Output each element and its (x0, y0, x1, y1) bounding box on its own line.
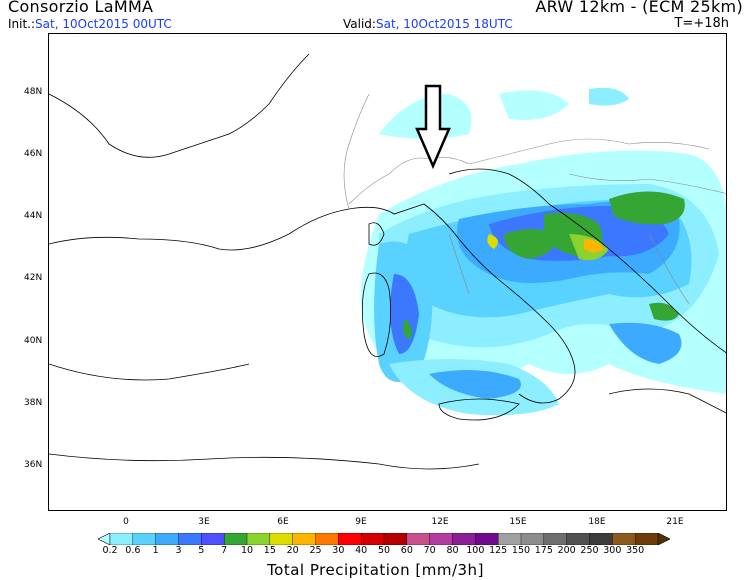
map-canvas (49, 53, 726, 470)
colorbar-swatch (520, 533, 545, 545)
lon-label: 18E (588, 517, 606, 527)
colorbar-title: Total Precipitation [mm/3h] (267, 561, 484, 579)
colorbar-swatch (497, 533, 522, 545)
colorbar-tick-label: 125 (489, 545, 508, 556)
colorbar-tick-label: 25 (309, 545, 322, 556)
colorbar-tick-label: 300 (603, 545, 622, 556)
colorbar-tick-label: 150 (511, 545, 531, 556)
colorbar-swatch (246, 533, 271, 545)
colorbar-tick-label: 5 (198, 545, 205, 556)
colorbar-swatch (634, 533, 659, 545)
colorbar-tick-label: 70 (423, 545, 436, 556)
colorbar-tick-label: 250 (580, 545, 599, 556)
colorbar-swatch (383, 533, 408, 545)
lat-label: 38N (24, 398, 43, 408)
lon-label: 9E (355, 517, 367, 527)
colorbar-swatch (223, 533, 248, 545)
lon-label: 15E (509, 517, 527, 527)
colorbar-swatch (155, 533, 180, 545)
colorbar-tick-label: 0.2 (102, 545, 118, 556)
lon-label: 12E (431, 517, 449, 527)
colorbar-swatch (612, 533, 636, 545)
colorbar-tick-label: 100 (466, 545, 485, 556)
colorbar-swatch (178, 533, 202, 545)
precipitation-map (48, 33, 727, 511)
colorbar-tick-label: 3 (175, 545, 182, 556)
colorbar-swatch (269, 533, 294, 545)
init-time: Init.:Sat, 10Oct2015 00UTC (8, 17, 172, 31)
init-label: Init.: (8, 17, 36, 31)
colorbar-tick-label: 80 (446, 545, 459, 556)
colorbar (98, 533, 670, 545)
init-value: Sat, 10Oct2015 00UTC (35, 17, 172, 31)
colorbar-tick-label: 200 (557, 545, 576, 556)
colorbar-swatch (543, 533, 568, 545)
colorbar-swatch (292, 533, 317, 545)
colorbar-tick-label: 350 (626, 545, 645, 556)
lat-label: 46N (24, 149, 43, 159)
colorbar-tick-label: 10 (240, 545, 254, 556)
colorbar-swatch (315, 533, 339, 545)
precip-field (361, 87, 726, 416)
colorbar-tick-label: 20 (286, 545, 299, 556)
colorbar-swatch (566, 533, 590, 545)
colorbar-swatch (589, 533, 613, 545)
lat-label: 42N (24, 273, 43, 283)
colorbar-swatch (406, 533, 431, 545)
colorbar-left-arrow (98, 533, 111, 545)
colorbar-swatch (452, 533, 476, 545)
colorbar-swatch (429, 533, 453, 545)
lon-label: 21E (666, 517, 684, 527)
colorbar-tick-label: 40 (355, 545, 368, 556)
lat-label: 36N (24, 460, 43, 470)
colorbar-tick-label: 175 (534, 545, 553, 556)
down-arrow-icon (415, 84, 451, 170)
org-title: Consorzio LaMMA (8, 0, 154, 16)
valid-label: Valid: (343, 17, 376, 31)
lat-label: 48N (24, 87, 43, 97)
coastlines (49, 53, 726, 470)
colorbar-tick-label: 15 (263, 545, 276, 556)
colorbar-tick-label: 0.6 (125, 545, 141, 556)
valid-time: Valid:Sat, 10Oct2015 18UTC (343, 17, 513, 31)
colorbar-swatch (109, 533, 134, 545)
forecast-step: T=+18h (674, 16, 729, 31)
colorbar-swatch (201, 533, 225, 545)
country-borders (343, 93, 726, 305)
colorbar-tick-label: 1 (152, 545, 159, 556)
colorbar-tick-label: 50 (377, 545, 391, 556)
colorbar-swatch (475, 533, 499, 545)
colorbar-swatch (360, 533, 385, 545)
lon-label: 0 (123, 517, 129, 527)
lat-label: 44N (24, 211, 43, 221)
model-title: ARW 12km - (ECM 25km) (535, 0, 743, 16)
colorbar-tick-label: 60 (400, 545, 413, 556)
valid-value: Sat, 10Oct2015 18UTC (375, 17, 513, 31)
lat-label: 40N (24, 336, 43, 346)
colorbar-swatch (338, 533, 362, 545)
colorbar-swatch (132, 533, 157, 545)
lon-label: 6E (277, 517, 289, 527)
colorbar-right-arrow (657, 533, 670, 545)
colorbar-tick-label: 30 (332, 545, 345, 556)
lon-label: 3E (198, 517, 210, 527)
colorbar-tick-label: 7 (221, 545, 228, 556)
